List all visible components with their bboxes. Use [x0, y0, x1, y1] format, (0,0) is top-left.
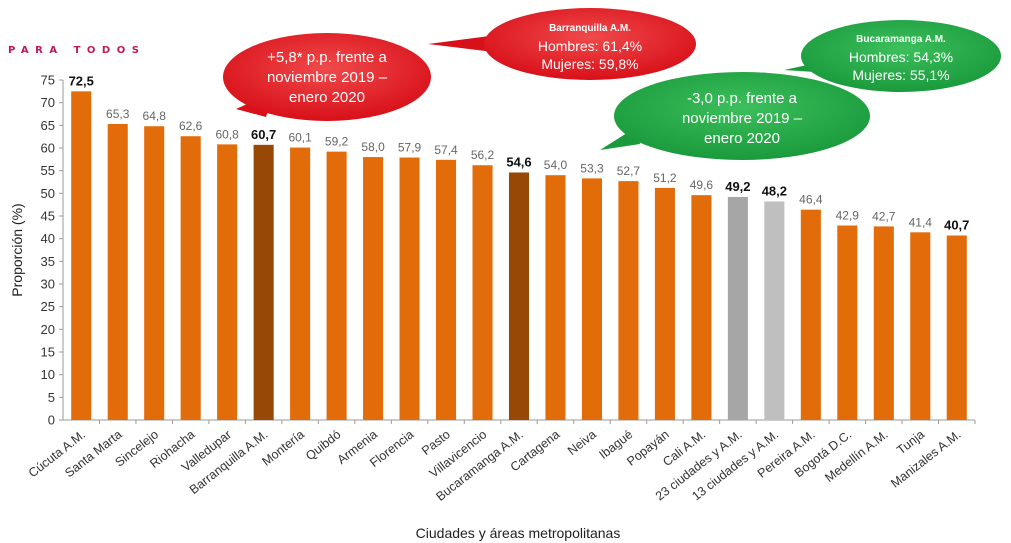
annotation-red-detail: Barranquilla A.M. Hombres: 61,4% Mujeres… [428, 8, 696, 80]
y-tick-label: 25 [41, 299, 55, 314]
bar [581, 178, 602, 420]
bar [764, 201, 785, 420]
y-tick-label: 0 [48, 413, 55, 428]
data-label: 57,4 [434, 143, 458, 157]
y-ticks: 0 5 10 15 20 25 30 35 40 45 50 55 60 65 70 75 [41, 73, 63, 428]
annotation-green-change: -3,0 p.p. frente a noviembre 2019 – ener… [600, 72, 870, 160]
y-axis-title: Proporción (%) [9, 203, 25, 296]
data-label: 49,6 [690, 178, 714, 192]
y-tick-label: 35 [41, 254, 55, 269]
bar [107, 123, 128, 421]
data-label: 51,2 [653, 171, 677, 185]
data-label: 42,7 [872, 209, 896, 223]
bar [618, 181, 639, 420]
bar [727, 196, 748, 420]
bar [691, 195, 712, 420]
bubble-shape [484, 8, 696, 80]
bubble-line: Barranquilla A.M. [549, 23, 631, 34]
data-label: 54,0 [544, 158, 568, 172]
y-tick-label: 5 [48, 390, 55, 405]
bubble-line: Mujeres: 59,8% [541, 56, 638, 72]
data-label: 52,7 [617, 164, 641, 178]
y-tick-label: 15 [41, 345, 55, 360]
data-label: 56,2 [471, 148, 495, 162]
bubble-line: Hombres: 61,4% [538, 38, 642, 54]
data-label: 57,9 [398, 141, 422, 155]
bubble-shape [223, 33, 431, 121]
bar [508, 172, 530, 420]
data-label: 60,8 [215, 127, 239, 141]
annotation-green-detail: Bucaramanga A.M. Hombres: 54,3% Mujeres:… [784, 20, 1001, 92]
data-label: 72,5 [69, 73, 94, 88]
bubble-shape [614, 72, 870, 160]
y-tick-label: 10 [41, 367, 55, 382]
bar [217, 144, 238, 420]
bar [363, 157, 384, 421]
bar [180, 136, 201, 421]
y-tick-label: 45 [41, 209, 55, 224]
data-label: 48,2 [762, 183, 787, 198]
bar [472, 165, 493, 420]
bar [71, 91, 92, 420]
bar [399, 157, 420, 420]
annotation-red-change: +5,8* p.p. frente a noviembre 2019 – ene… [223, 33, 431, 121]
y-tick-label: 40 [41, 231, 55, 246]
category-label: Neiva [565, 427, 599, 458]
data-label: 62,6 [179, 119, 203, 133]
x-axis-title: Ciudades y áreas metropolitanas [416, 525, 621, 541]
brand-header: PARA TODOS [8, 40, 145, 58]
bar [436, 159, 457, 420]
y-tick-label: 20 [41, 322, 55, 337]
bubble-line: noviembre 2019 – [267, 69, 388, 86]
data-label: 60,1 [288, 131, 312, 145]
bars [71, 91, 967, 421]
y-tick-label: 50 [41, 186, 55, 201]
data-label: 60,7 [251, 127, 276, 142]
data-label: 53,3 [580, 161, 604, 175]
value-labels: 72,5 65,3 64,8 62,6 60,8 60,7 60,1 59,2 58,0 57,9… [69, 73, 970, 232]
data-label: 54,6 [506, 154, 531, 169]
data-label: 58,0 [361, 140, 385, 154]
bar [654, 187, 675, 420]
bar [837, 225, 858, 420]
data-label: 49,2 [725, 179, 750, 194]
bar [800, 209, 821, 420]
bar [290, 147, 311, 420]
y-tick-label: 55 [41, 163, 55, 178]
data-label: 64,8 [143, 109, 167, 123]
category-label: Medellín A.M. [822, 427, 890, 485]
bar [873, 226, 894, 420]
bubble-shape [801, 20, 1001, 92]
data-label: 42,9 [836, 209, 860, 223]
bubble-line: enero 2020 [704, 130, 780, 147]
bar [144, 126, 165, 421]
y-tick-label: 30 [41, 277, 55, 292]
bubble-line: -3,0 p.p. frente a [687, 90, 798, 107]
bubble-line: enero 2020 [289, 89, 365, 106]
y-tick-label: 75 [41, 73, 55, 88]
data-label: 65,3 [106, 107, 130, 121]
bubble-line: Hombres: 54,3% [849, 49, 953, 65]
bubble-line: Mujeres: 55,1% [852, 67, 949, 83]
category-labels: Cúcuta A.M.Santa MartaSincelejoRiohachaV… [26, 420, 976, 504]
brand-text: PARA TODOS [8, 45, 146, 56]
y-tick-label: 65 [41, 118, 55, 133]
data-label: 59,2 [325, 135, 349, 149]
bubble-line: +5,8* p.p. frente a [267, 49, 387, 66]
bar [910, 232, 931, 420]
bar [946, 235, 967, 420]
bar [326, 151, 347, 421]
bar [253, 144, 274, 420]
y-tick-label: 60 [41, 141, 55, 156]
data-label: 46,4 [799, 193, 823, 207]
bubble-line: Bucaramanga A.M. [856, 34, 946, 45]
bar [545, 175, 566, 420]
data-label: 41,4 [909, 215, 933, 229]
bubble-line: noviembre 2019 – [682, 110, 803, 127]
data-label: 40,7 [944, 217, 969, 232]
y-tick-label: 70 [41, 95, 55, 110]
